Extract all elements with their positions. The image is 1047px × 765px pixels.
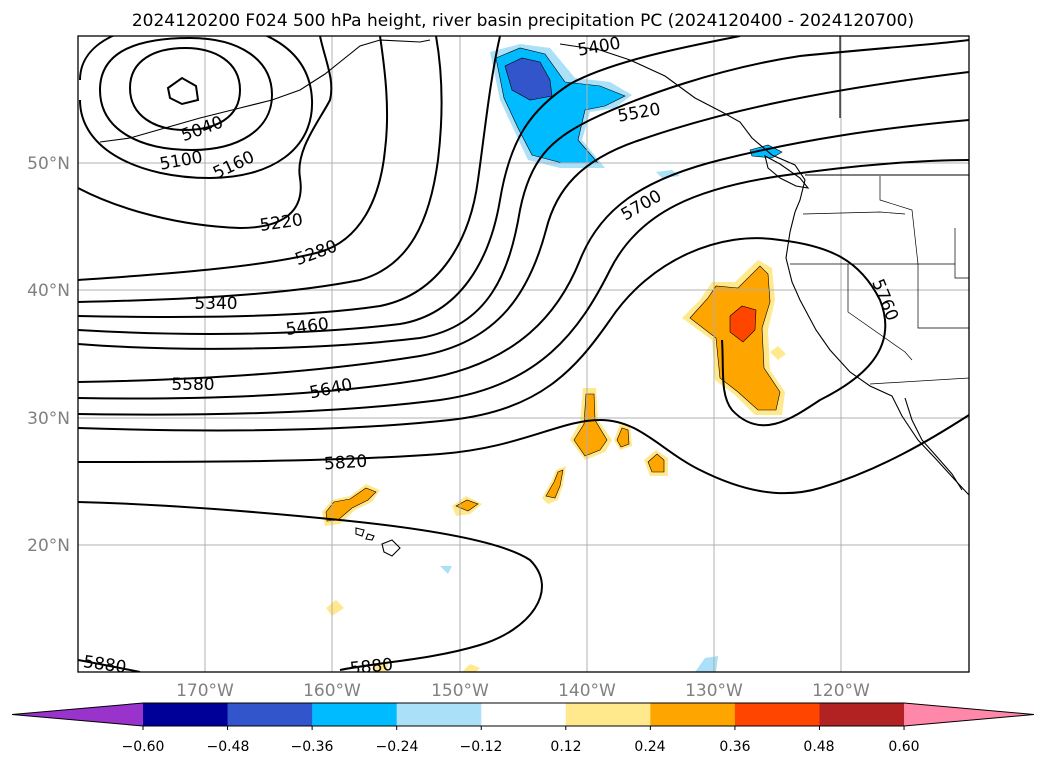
border-ca-nv (847, 264, 913, 361)
colorbar-segment (650, 703, 736, 726)
colorbar-tick-label: −0.48 (207, 739, 250, 755)
colorbar-segment (481, 703, 567, 726)
precip-shade-neg-small-3 (440, 566, 452, 574)
contour-ring-3 (79, 36, 314, 180)
coast-hawaii-3 (365, 533, 375, 541)
coast-vancouver-island (764, 154, 810, 189)
colorbar-tick-label: 0.60 (888, 739, 919, 755)
lon-tick-label: 120°W (812, 681, 870, 701)
contour-label-5880-corner: 5880 (82, 652, 128, 678)
precip-shade-pos-mid-california (689, 265, 781, 411)
lon-tick-label: 130°W (685, 681, 743, 701)
colorbar-segment (565, 703, 651, 726)
precip-shade-pos-small-1 (770, 346, 786, 360)
contour-5760 (78, 237, 887, 432)
lat-tick-label: 40°N (27, 281, 70, 301)
contour-5280 (78, 36, 389, 281)
contour-ring-1 (128, 46, 242, 132)
contour-low-center (166, 76, 200, 106)
lat-tick-label: 20°N (27, 536, 70, 556)
colorbar-segment (396, 703, 482, 726)
contour-5700 (78, 159, 969, 416)
colorbar-tick-label: −0.60 (122, 739, 165, 755)
precip-shade-pos-low-7 (372, 662, 388, 672)
precip-shade-pos-mid-sub-2 (616, 427, 630, 448)
colorbar-tick-label: −0.24 (376, 739, 419, 755)
lat-tick-label: 50°N (27, 154, 70, 174)
contour-5340 (78, 36, 443, 303)
precip-shade-pos-mid-sub-3 (647, 453, 665, 473)
precip-positive-regions (322, 260, 786, 672)
contour-ring-2 (98, 36, 274, 152)
border-wa-or (802, 211, 906, 215)
colorbar-tick-labels: −0.60 −0.48 −0.36 −0.24 −0.12 0.12 0.24 … (122, 739, 920, 755)
lon-axis-labels: 170°W 160°W 150°W 140°W 130°W 120°W (176, 681, 870, 701)
precip-shade-pos-mid-sub-4 (545, 469, 564, 499)
contour-5880-corner (78, 659, 141, 672)
contour-label-5820: 5820 (323, 452, 368, 475)
contour-5460 (78, 36, 741, 335)
colorbar-extend-low (12, 703, 143, 726)
coast-west-us (785, 211, 969, 496)
map-frame (77, 35, 970, 673)
contour-label-5580: 5580 (171, 375, 214, 395)
colorbar-tick-label: −0.36 (291, 739, 334, 755)
lon-tick-label: 140°W (558, 681, 616, 701)
contour-5580 (78, 71, 969, 383)
colorbar-extend-high (904, 703, 1034, 726)
colorbar-tick-label: 0.48 (803, 739, 834, 755)
lat-tick-label: 30°N (27, 409, 70, 429)
precip-shade-neg-high (504, 57, 553, 101)
coast-hawaii-1 (381, 539, 401, 557)
coast-hawaii-2 (355, 527, 365, 537)
colorbar-segment (143, 703, 229, 726)
border-nv-ut (954, 228, 969, 279)
contour-5400 (78, 36, 501, 318)
contour-label-5880-south: 5880 (349, 655, 394, 679)
colorbar-segment (227, 703, 313, 726)
precip-negative-gulf-alaska (440, 44, 783, 672)
contour-5640 (78, 119, 969, 400)
contour-label-5340: 5340 (194, 294, 237, 314)
border-az (917, 264, 969, 329)
border-idaho (879, 176, 919, 265)
lat-axis-labels: 50°N 40°N 30°N 20°N (27, 154, 70, 556)
contour-5820 (78, 414, 969, 495)
lon-tick-label: 170°W (176, 681, 234, 701)
map-grid (78, 36, 969, 672)
border-us-mexico (869, 377, 969, 385)
coast-baja (904, 397, 963, 491)
colorbar-tick-label: 0.36 (719, 739, 750, 755)
height-contours (78, 36, 969, 672)
colorbar-segment (819, 703, 905, 726)
precip-shade-pos-low-8 (462, 664, 480, 672)
map-content: 5040 5100 5160 5220 5280 5340 5460 5580 … (78, 36, 969, 679)
precip-shade-pos-mid-5 (455, 499, 479, 512)
colorbar-segment (312, 703, 398, 726)
lon-tick-label: 150°W (431, 681, 489, 701)
precip-shade-neg-small-4 (695, 656, 718, 672)
lon-tick-label: 160°W (303, 681, 361, 701)
precip-shade-pos-high-california (729, 305, 757, 343)
colorbar-tick-label: −0.12 (460, 739, 503, 755)
colorbar-tick-label: 0.24 (634, 739, 665, 755)
colorbar-tick-label: 0.12 (550, 739, 581, 755)
precip-shade-pos-low-6 (326, 600, 344, 616)
contour-5220 (78, 36, 333, 230)
colorbar-segment (734, 703, 820, 726)
contour-5520 (78, 39, 969, 350)
precip-shade-neg-small-2 (656, 170, 680, 178)
colorbar (11, 702, 1035, 730)
chart-title: 2024120200 F024 500 hPa height, river ba… (132, 11, 914, 31)
contour-5880-south (78, 501, 543, 671)
